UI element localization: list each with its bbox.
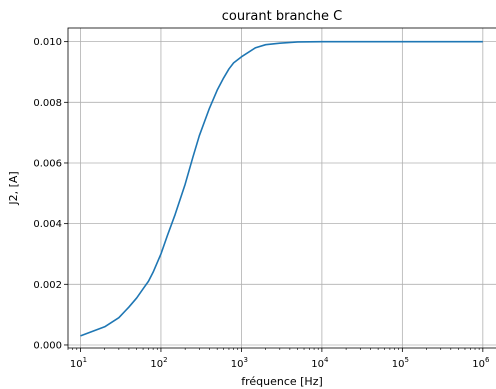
y-axis-label: J2, [A]	[7, 171, 20, 205]
x-tick-label: 106	[472, 356, 490, 370]
grid	[68, 28, 496, 348]
y-tick-label: 0.008	[33, 98, 62, 109]
y-tick-label: 0.010	[33, 37, 62, 48]
x-tick-label: 101	[70, 356, 87, 370]
y-tick-label: 0.002	[33, 280, 62, 291]
x-axis-label: fréquence [Hz]	[241, 375, 323, 388]
x-tick-label: 103	[231, 356, 248, 370]
y-tick-label: 0.006	[33, 158, 62, 169]
y-tick-label: 0.004	[33, 219, 62, 230]
series-layer	[80, 40, 483, 337]
chart-title: courant branche C	[222, 9, 343, 24]
x-tick-label: 105	[392, 356, 409, 370]
ticks: 101 102 103 104 105 106 0.000 0.002 0.004 0.006 0.…	[33, 37, 490, 370]
series-line	[80, 40, 483, 337]
y-tick-label: 0.000	[33, 340, 62, 351]
plot-frame	[67, 27, 496, 349]
x-tick-label: 102	[150, 356, 167, 370]
x-tick-label: 104	[311, 356, 329, 370]
